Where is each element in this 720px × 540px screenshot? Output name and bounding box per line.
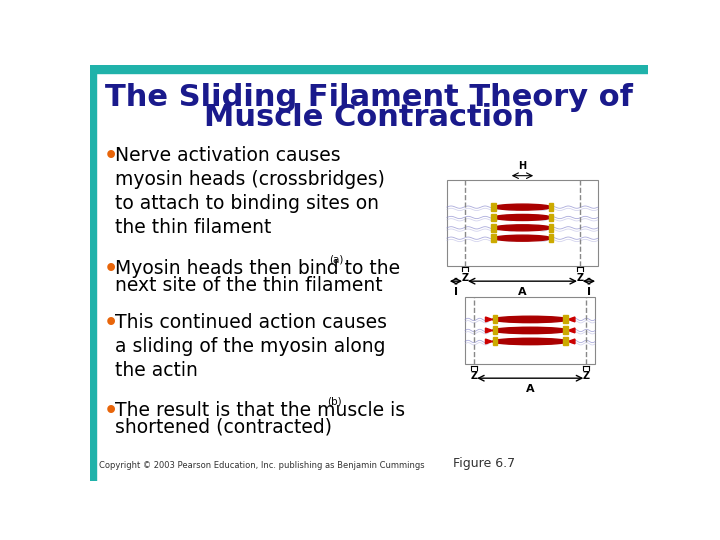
Bar	[492, 338, 498, 346]
Bar	[492, 224, 496, 232]
Text: shortened (contracted): shortened (contracted)	[114, 417, 332, 436]
Polygon shape	[485, 317, 492, 322]
Ellipse shape	[494, 225, 552, 231]
Bar	[549, 214, 554, 221]
Text: •: •	[104, 313, 118, 333]
Ellipse shape	[492, 338, 568, 345]
Text: Copyright © 2003 Pearson Education, Inc. publishing as Benjamin Cummings: Copyright © 2003 Pearson Education, Inc.…	[99, 461, 425, 470]
Polygon shape	[568, 317, 575, 322]
Text: Z: Z	[471, 372, 478, 381]
Text: Muscle Contraction: Muscle Contraction	[204, 103, 534, 132]
Bar	[549, 234, 554, 242]
Ellipse shape	[492, 327, 568, 334]
Polygon shape	[568, 328, 575, 333]
Text: Z: Z	[582, 372, 590, 381]
Text: I: I	[454, 287, 458, 298]
Text: •: •	[104, 259, 118, 279]
Bar	[492, 234, 496, 242]
Ellipse shape	[494, 235, 552, 241]
Polygon shape	[485, 328, 492, 333]
Bar	[563, 327, 567, 334]
Bar	[549, 204, 554, 211]
Text: •: •	[104, 401, 118, 421]
Bar	[492, 204, 496, 211]
Text: Figure 6.7: Figure 6.7	[453, 457, 515, 470]
Text: The Sliding Filament Theory of: The Sliding Filament Theory of	[105, 83, 633, 112]
Bar	[492, 327, 498, 334]
Bar	[492, 214, 496, 221]
Text: (b): (b)	[327, 397, 342, 407]
Text: Z: Z	[576, 273, 583, 283]
Polygon shape	[485, 339, 492, 344]
Text: A: A	[526, 384, 534, 394]
Bar	[563, 315, 567, 323]
Text: I: I	[587, 287, 591, 298]
Bar	[465, 296, 595, 365]
Text: next site of the thin filament: next site of the thin filament	[114, 276, 382, 295]
Ellipse shape	[494, 214, 552, 220]
Text: •: •	[104, 146, 118, 166]
Bar	[492, 315, 498, 323]
Bar	[90, 65, 96, 481]
Text: This continued action causes
a sliding of the myosin along
the actin: This continued action causes a sliding o…	[114, 313, 387, 380]
Ellipse shape	[494, 204, 552, 210]
Text: H: H	[518, 161, 526, 171]
Text: The result is that the muscle is: The result is that the muscle is	[114, 401, 405, 420]
Bar	[447, 179, 598, 266]
Bar	[549, 224, 554, 232]
Bar	[90, 65, 648, 72]
Text: (a): (a)	[329, 255, 343, 265]
Text: Myosin heads then bind to the: Myosin heads then bind to the	[114, 259, 400, 278]
Bar	[563, 338, 567, 346]
Text: A: A	[518, 287, 527, 298]
Ellipse shape	[492, 316, 568, 323]
Text: Nerve activation causes
myosin heads (crossbridges)
to attach to binding sites o: Nerve activation causes myosin heads (cr…	[114, 146, 384, 238]
Polygon shape	[568, 339, 575, 344]
Text: Z: Z	[462, 273, 469, 283]
